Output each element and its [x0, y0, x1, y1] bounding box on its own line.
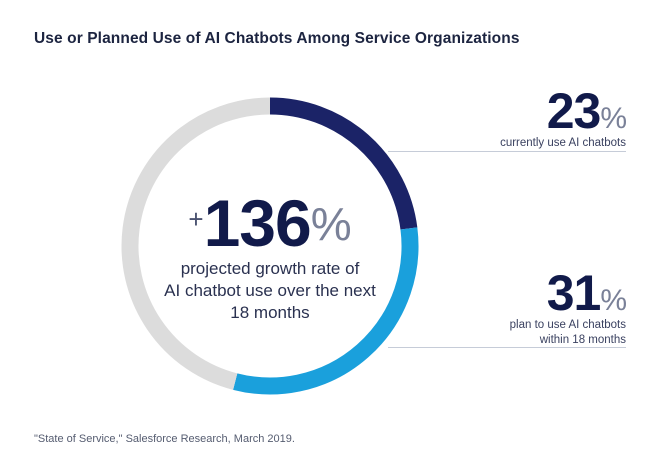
growth-description-line: 18 months	[230, 303, 310, 322]
growth-description: projected growth rate of AI chatbot use …	[150, 258, 390, 324]
donut-segment-1	[269, 97, 418, 230]
stat-label: plan to use AI chatbots	[509, 319, 626, 331]
chart-title: Use or Planned Use of AI Chatbots Among …	[34, 30, 520, 47]
donut-segment-3	[121, 97, 271, 390]
divider	[388, 347, 626, 348]
divider	[388, 151, 626, 152]
stat-planned-use: 31% plan to use AI chatbots within 18 mo…	[509, 265, 627, 348]
stat-unit: %	[600, 284, 627, 317]
center-label: +136% projected growth rate of AI chatbo…	[150, 190, 390, 324]
growth-prefix: +	[188, 204, 204, 234]
growth-description-line: AI chatbot use over the next	[164, 281, 376, 300]
growth-unit: %	[310, 198, 352, 250]
stat-value: 31%	[510, 265, 627, 321]
stat-value: 23%	[500, 83, 627, 139]
stat-current-use: 23% currently use AI chatbots	[500, 83, 627, 151]
growth-number: 136	[203, 186, 312, 260]
stat-number: 23	[546, 83, 602, 139]
growth-description-line: projected growth rate of	[180, 259, 360, 278]
stat-unit: %	[600, 102, 627, 135]
source-note: "State of Service," Salesforce Research,…	[34, 433, 295, 445]
stat-label: currently use AI chatbots	[500, 137, 626, 149]
stat-label: within 18 months	[539, 334, 626, 346]
growth-value: +136%	[150, 190, 390, 256]
stat-number: 31	[546, 265, 602, 321]
donut-segment-2	[233, 227, 419, 395]
